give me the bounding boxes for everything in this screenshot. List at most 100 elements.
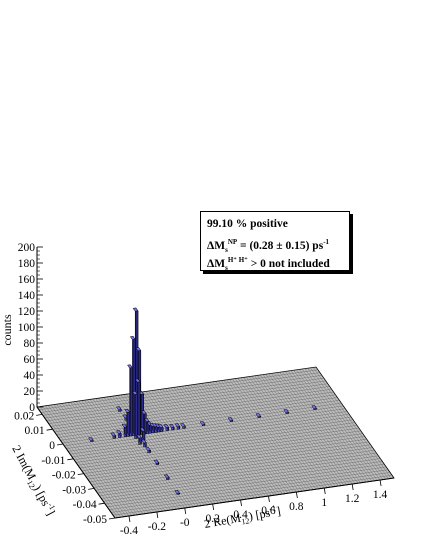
x-major-tick (268, 495, 270, 503)
z-tick-label: 140 (18, 290, 36, 302)
y-major-tick (67, 458, 74, 461)
bar-top-face (134, 378, 141, 383)
bar-top-face (132, 307, 139, 312)
x-tick-label: -0.4 (120, 525, 138, 537)
x-axis: -0.4 -0.2 -0 0.2 0.4 0.6 0.8 1 1.2 1.4 (114, 477, 395, 537)
base-plane (36, 366, 395, 519)
x-axis-title: 2 Re(M12) [ps-1] (203, 503, 282, 533)
x-tick-label: -0.2 (148, 521, 166, 533)
histogram-bar (180, 422, 186, 429)
bar-top-face (168, 424, 175, 428)
floor-grid (38, 367, 393, 518)
histogram-bar (255, 412, 262, 419)
bar-top-face (255, 413, 262, 418)
legend-line-positive: 99.10 % positive (207, 218, 288, 230)
histogram-bar (127, 363, 133, 437)
y-tick-label: -0.02 (52, 470, 76, 482)
bar-top-face (154, 423, 161, 428)
z-tick-label: 120 (18, 306, 36, 318)
z-axis: 0 20 40 60 80 100 120 140 160 180 200 (18, 242, 43, 414)
z-tick-label: 40 (24, 370, 36, 382)
histogram-bar (129, 335, 136, 437)
histogram-bar (157, 423, 164, 433)
histogram-bar (163, 423, 170, 432)
histogram-bar (283, 408, 290, 415)
histogram-bar (311, 404, 317, 411)
x-major-tick (184, 507, 187, 515)
x-major-tick (212, 503, 215, 511)
x-tick-label: 1.2 (345, 493, 360, 505)
x-major-tick (156, 511, 159, 519)
z-tick-label: 80 (24, 338, 36, 350)
z-tick-label: 60 (24, 354, 36, 366)
bar-side-face (137, 378, 141, 439)
histogram-bar (199, 420, 206, 427)
histogram-bar (174, 422, 181, 430)
histogram-bar (153, 459, 160, 466)
x-tick-label: 0.4 (233, 509, 248, 521)
bar-top-face (157, 424, 164, 428)
bar-top-face (115, 430, 122, 434)
bar-top-face (163, 474, 170, 479)
x-major-tick (240, 499, 242, 507)
histogram-bar (168, 423, 175, 431)
x-tick-label: 0.6 (261, 505, 276, 517)
bar-top-face (140, 439, 147, 444)
x-major-tick (379, 479, 382, 487)
x-axis-line (114, 477, 395, 519)
histogram-bar (140, 439, 147, 448)
y-tick-label: -0.05 (83, 514, 107, 526)
y-axis: 0.02 0.01 0 -0.01 -0.02 -0.03 -0.04 -0.05 (14, 406, 116, 526)
z-tick-label: 200 (18, 242, 36, 254)
bar-top-face (180, 423, 186, 428)
bar-top-face (149, 422, 156, 427)
bar-top-face (174, 490, 181, 494)
histogram-bar (145, 446, 151, 454)
z-axis-title: counts (0, 314, 14, 346)
x-major-tick (128, 515, 131, 523)
histogram-bar (163, 473, 170, 481)
bar-top-face (139, 427, 146, 432)
histogram-bar (124, 408, 131, 437)
bar-top-face (163, 424, 170, 428)
bar-top-face (283, 409, 290, 414)
x-major-tick (351, 483, 354, 491)
histogram-bar (136, 434, 142, 445)
bar-side-face (134, 390, 138, 439)
x-tick-label: 0.2 (205, 513, 220, 525)
histogram-bar (139, 427, 146, 442)
histogram-bars (88, 307, 317, 495)
bar-side-face (127, 408, 130, 437)
histogram-bar (110, 431, 117, 439)
bar-top-face (136, 434, 142, 439)
histogram-bar (88, 436, 94, 443)
legend-line-np: ΔMsNP = (0.28 ± 0.15) ps-1 (207, 238, 330, 255)
y-major-tick (46, 428, 53, 431)
bar-top-face (127, 364, 133, 369)
bar-top-face (199, 421, 206, 426)
y-major-tick (36, 414, 43, 416)
bar-top-face (88, 437, 94, 442)
z-tick-label: 180 (18, 258, 36, 270)
x-tick-label: 1 (321, 497, 327, 509)
x-tick-label: -0 (180, 517, 190, 529)
y-axis-line (36, 406, 116, 519)
histogram-bar (115, 429, 122, 439)
y-major-tick (98, 502, 105, 505)
bar-top-face (145, 447, 151, 451)
histogram-bar (116, 405, 122, 413)
bar-top-face (227, 417, 234, 422)
z-tick-label: 20 (24, 386, 36, 398)
bar-top-face (124, 408, 131, 413)
bar-top-face (143, 418, 150, 422)
stats-legend: 99.10 % positive ΔMsNP = (0.28 ± 0.15) p… (200, 211, 350, 272)
z-tick-label: 0 (29, 402, 35, 414)
bar-top-face (174, 423, 181, 428)
bar-top-face (129, 336, 136, 340)
y-tick-label: 0.01 (24, 425, 44, 437)
y-tick-label: -0.01 (41, 455, 65, 467)
bar-top-face (116, 406, 122, 411)
bar-top-face (110, 432, 117, 437)
bar-top-face (131, 391, 138, 395)
